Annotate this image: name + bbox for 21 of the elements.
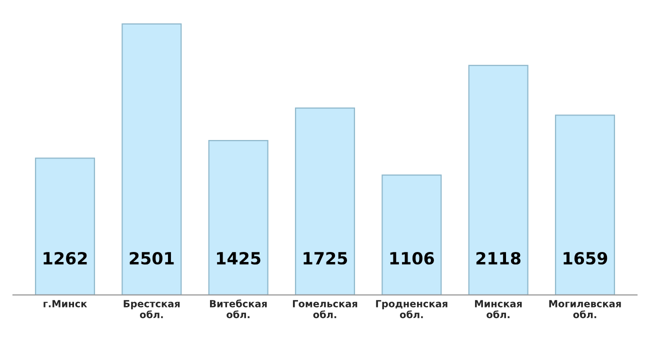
data-label: 2501 (130, 252, 174, 265)
x-tick-label: г.Минск (44, 300, 88, 308)
data-label: 1262 (44, 252, 87, 265)
bar (294, 107, 356, 295)
x-tick-label: Минская обл. (475, 300, 522, 318)
data-label: 1106 (390, 252, 434, 265)
bar (554, 114, 616, 295)
data-label: 1425 (217, 252, 260, 265)
x-tick-label: Брестская обл. (124, 300, 180, 318)
x-tick-label: Гомельская обл. (292, 300, 358, 318)
bar (382, 174, 442, 295)
x-tick-label: Гродненская обл. (376, 300, 448, 318)
x-tick-label: Могилевская обл. (549, 300, 621, 318)
bar (208, 140, 268, 295)
data-label: 1659 (564, 252, 608, 265)
data-label: 1725 (304, 252, 348, 265)
bar (468, 64, 528, 295)
x-tick-label: Витебская обл. (210, 299, 267, 318)
bar (34, 158, 96, 295)
data-label: 2118 (476, 252, 520, 265)
bar (122, 23, 182, 295)
